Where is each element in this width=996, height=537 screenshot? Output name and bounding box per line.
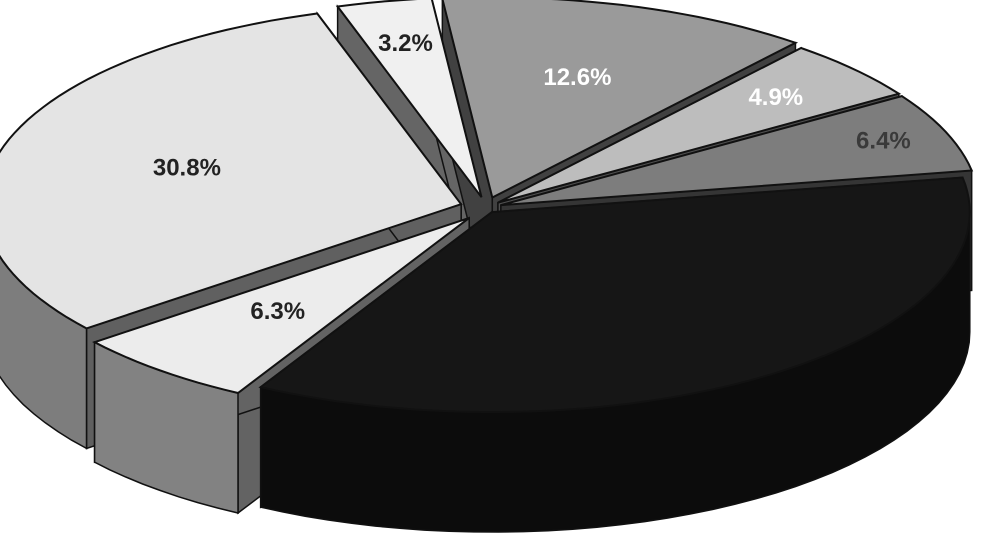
pie-slice-label: 30.8% xyxy=(153,154,221,181)
pie-slice xyxy=(258,176,971,413)
pie-slice-label: 3.2% xyxy=(378,30,433,57)
pie-slice-label: 12.6% xyxy=(543,64,611,91)
pie-slice xyxy=(92,216,470,395)
pie-slice xyxy=(497,46,902,204)
pie-slice-label: 6.4% xyxy=(856,127,911,154)
pie-slice-label: 4.9% xyxy=(748,84,803,111)
pie-slice xyxy=(0,12,463,330)
pie-slice-label: 6.3% xyxy=(250,298,305,325)
pie-slice xyxy=(441,0,799,199)
pie-slice xyxy=(335,0,483,198)
pie-top-faces xyxy=(0,0,974,413)
pie-slice xyxy=(500,95,974,207)
pie-slice-labels: 12.6% 4.9% 6.4% 6.3% 30.8% 3.2% xyxy=(153,30,911,325)
